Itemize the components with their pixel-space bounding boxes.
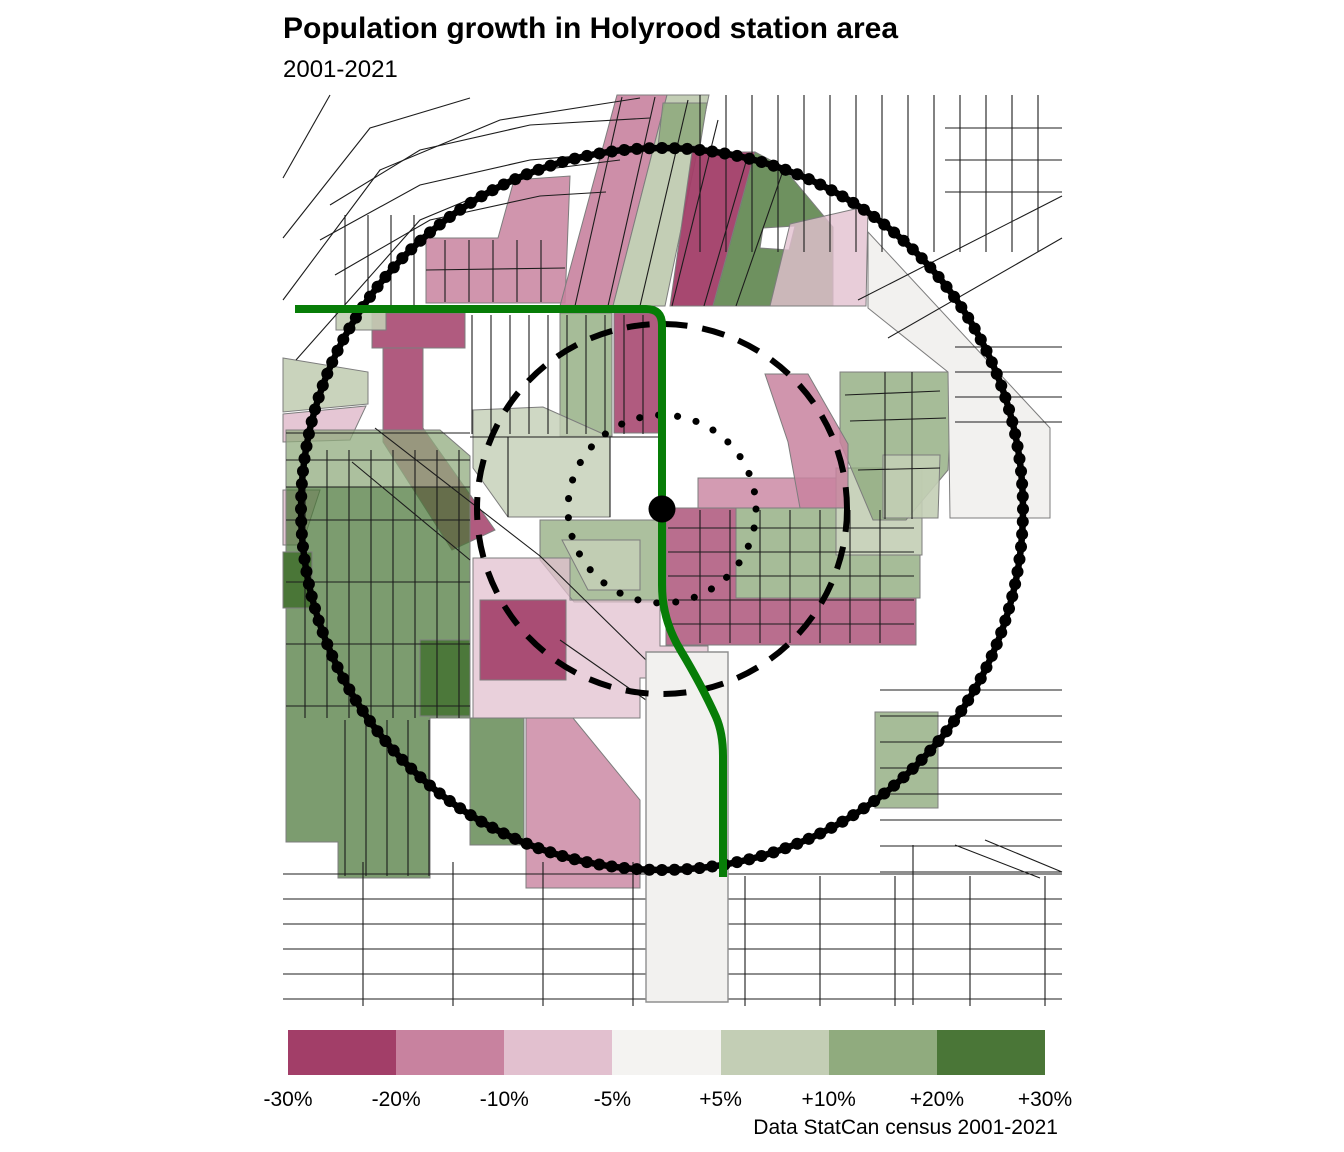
street-line — [351, 461, 471, 561]
map-overlays — [645, 651, 729, 1003]
growth-region — [867, 230, 1051, 519]
street-line — [857, 195, 1063, 301]
ring-outer — [295, 142, 1029, 876]
legend-swatches — [288, 1030, 1045, 1075]
growth-region — [419, 639, 471, 717]
legend-tick-labels: -30% -20% -10% -5% +5% +10% +20% +30% — [263, 1088, 1072, 1114]
lrt-route-line — [295, 305, 727, 877]
legend-tick-label: -30% — [263, 1088, 313, 1111]
street-line — [574, 96, 623, 307]
legend-tick-label: -10% — [479, 1088, 529, 1111]
growth-region — [613, 312, 660, 434]
legend-tick-label: -20% — [371, 1088, 421, 1111]
legend-tick-label: +30% — [1017, 1088, 1073, 1111]
street-line — [984, 839, 1063, 873]
data-source-caption: Data StatCan census 2001-2021 — [753, 1116, 1058, 1139]
growth-region — [285, 429, 471, 488]
legend-swatch — [288, 1030, 397, 1075]
legend-swatch — [828, 1030, 937, 1075]
legend-tick-label: +10% — [801, 1088, 856, 1111]
street-line — [282, 94, 331, 179]
legend-swatch — [612, 1030, 721, 1075]
street-line — [703, 154, 749, 307]
road-corridor — [645, 651, 729, 1003]
street-line — [282, 97, 471, 239]
page-title: Population growth in Holyrood station ar… — [283, 12, 899, 45]
street-network — [282, 94, 1063, 1006]
street-line — [639, 99, 689, 307]
street-line — [425, 267, 566, 271]
street-line — [329, 117, 651, 206]
street-line — [887, 237, 1063, 339]
legend-swatch — [396, 1030, 505, 1075]
ring-middle — [474, 321, 850, 697]
street-line — [849, 417, 947, 422]
station-marker — [648, 495, 676, 523]
legend-tick-label: -5% — [593, 1088, 632, 1111]
growth-region — [479, 599, 567, 681]
radius-rings — [295, 142, 1029, 876]
street-line — [954, 844, 1041, 879]
legend-swatch — [504, 1030, 613, 1075]
lrt-route — [295, 305, 727, 877]
page-subtitle: 2001-2021 — [283, 56, 398, 83]
growth-region — [769, 205, 869, 307]
street-line — [374, 427, 649, 663]
legend-swatch — [720, 1030, 829, 1075]
street-line — [607, 96, 656, 307]
station-dot — [648, 495, 676, 523]
street-line — [334, 191, 607, 276]
street-line — [844, 390, 941, 396]
growth-region — [525, 717, 641, 889]
legend-tick-label: +20% — [909, 1088, 964, 1111]
street-line — [735, 164, 786, 307]
legend-swatch — [936, 1030, 1045, 1075]
growth-region — [425, 175, 571, 304]
legend-tick-label: +5% — [699, 1088, 742, 1111]
street-line — [857, 467, 941, 471]
